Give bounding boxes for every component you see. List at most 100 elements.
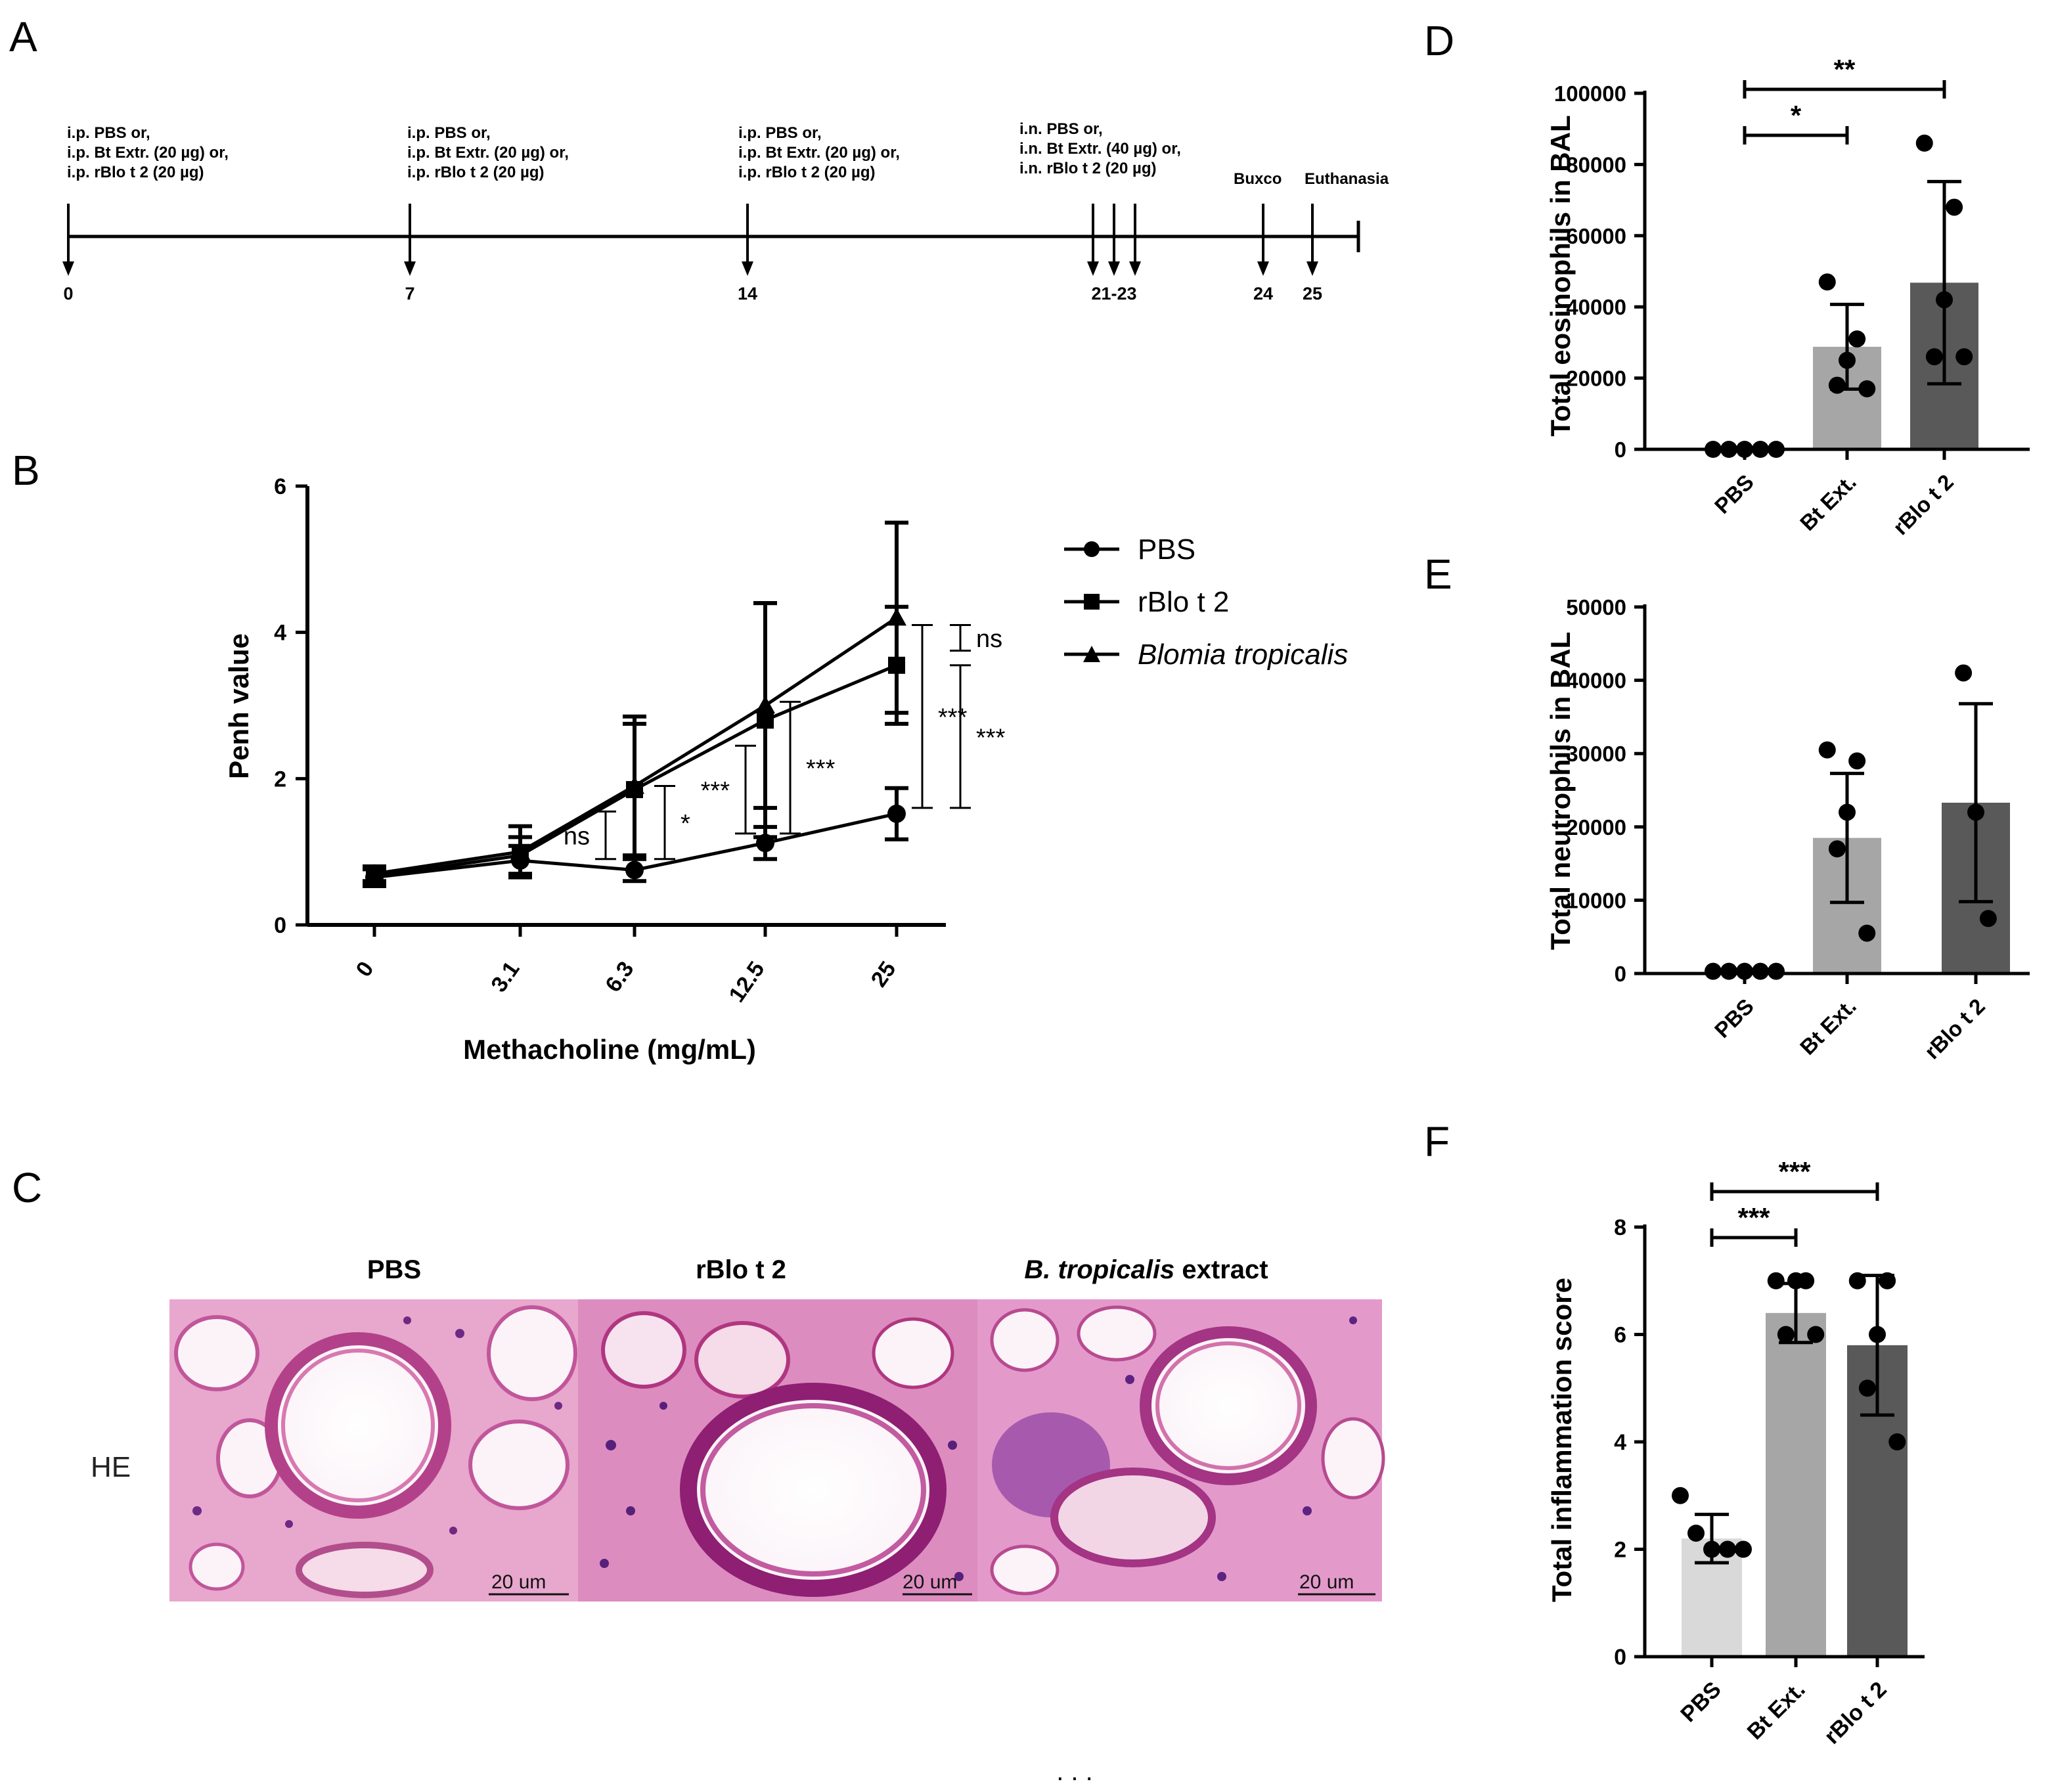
- histo-title-rblo: rBlo t 2: [696, 1255, 786, 1284]
- chart-e-point: [1979, 910, 1997, 928]
- chart-d-ylabel: Total eosinophils in BAL: [1545, 115, 1576, 436]
- chart-e-point: [1955, 664, 1973, 682]
- chart-d-point: [1955, 348, 1973, 366]
- timeline-day-0: 0: [63, 284, 73, 303]
- chart-b-series: [363, 520, 908, 888]
- chart-d-point: [1848, 330, 1866, 347]
- chart-d-point: [1828, 376, 1846, 394]
- stain-label: HE: [91, 1451, 131, 1483]
- chart-f-xtick-label: PBS: [1676, 1677, 1726, 1727]
- chart-b-point: [887, 804, 906, 823]
- timeline-arrow-head: [742, 261, 753, 276]
- panel-letter-f: F: [1424, 1118, 1450, 1165]
- histo-title-bt: B. tropicalis extract: [1024, 1255, 1268, 1284]
- chart-f-point: [1869, 1326, 1886, 1343]
- chart-d-point: [1858, 380, 1876, 397]
- chart-f-point: [1687, 1524, 1705, 1542]
- chart-e-ytick-label: 40000: [1566, 669, 1626, 693]
- timeline-event-7: i.p. PBS or, i.p. Bt Extr. (20 µg) or, i…: [407, 124, 573, 181]
- chart-b-significance: ns *******ns******: [564, 624, 1006, 861]
- chart-b-point: [887, 608, 906, 626]
- chart-b-ylabel: Penh value: [223, 633, 254, 779]
- chart-e-xtick-label: Bt Ext.: [1795, 994, 1861, 1060]
- chart-d-point: [1915, 134, 1933, 152]
- chart-d: Total eosinophils in BAL 0 20000 40000 6000…: [1545, 54, 2030, 539]
- legend-marker-rblo: [1084, 594, 1100, 610]
- chart-f-xtick-label: Bt Ext.: [1743, 1677, 1810, 1745]
- timeline-arrow-head: [1087, 261, 1099, 276]
- chart-b-point: [510, 841, 530, 860]
- timeline-day-7: 7: [405, 284, 414, 303]
- chart-d-ytick-label: 80000: [1566, 152, 1626, 177]
- histology: PBS rBlo t 2 B. tropicalis extract HE: [91, 1255, 1385, 1602]
- chart-b-xtick-label: 12.5: [724, 957, 769, 1007]
- chart-f-bar: [1766, 1312, 1826, 1657]
- chart-b-ytick-label: 0: [274, 913, 286, 938]
- scale-label-2: 20 um: [903, 1571, 957, 1593]
- timeline-arrow-head: [1306, 261, 1318, 276]
- timeline-day-24: 24: [1253, 284, 1273, 303]
- chart-e-ylabel: Total neutrophils in BAL: [1545, 632, 1576, 951]
- chart-d-point: [1925, 348, 1943, 366]
- chart-b-ytick-label: 6: [274, 474, 286, 499]
- chart-f-ylabel: Total inflammation score: [1546, 1278, 1577, 1602]
- chart-f-point: [1777, 1326, 1795, 1343]
- chart-b-sig-label: *: [681, 810, 690, 838]
- legend-label-pbs: PBS: [1138, 533, 1195, 566]
- timeline-arrow-head: [1108, 261, 1120, 276]
- chart-b-xtick-label: 0: [351, 957, 379, 981]
- chart-e-ytick-label: 50000: [1566, 595, 1626, 619]
- timeline-event-25: Euthanasia: [1305, 170, 1389, 188]
- chart-f-point: [1787, 1272, 1804, 1289]
- chart-e-ytick-label: 0: [1615, 962, 1626, 986]
- chart-b-ticks: 0 2 4 6 0 3.1 6.3 12.5 25: [274, 474, 901, 1007]
- chart-f-point: [1735, 1540, 1752, 1558]
- timeline-day-21-23: 21-23: [1091, 284, 1136, 303]
- chart-e-xtick-label: PBS: [1710, 994, 1758, 1042]
- timeline-arrow-head: [62, 261, 74, 276]
- chart-d-sig-label: **: [1834, 54, 1856, 85]
- chart-f-point: [1879, 1272, 1896, 1289]
- chart-d-point: [1839, 351, 1856, 369]
- chart-b-point: [365, 864, 384, 882]
- panel-letter-e: E: [1424, 550, 1452, 598]
- chart-b-xlabel: Methacholine (mg/mL): [463, 1034, 756, 1065]
- timeline-arrow-head: [404, 261, 416, 276]
- panel-letter-a: A: [9, 13, 37, 60]
- scale-label-3: 20 um: [1299, 1571, 1354, 1593]
- chart-b-point: [625, 776, 644, 794]
- chart-e-point: [1752, 962, 1769, 980]
- legend-label-rblo: rBlo t 2: [1138, 586, 1229, 618]
- chart-f-sig-label: ***: [1737, 1202, 1770, 1233]
- chart-b-sig-label: ns: [976, 625, 1002, 653]
- chart-b-point: [755, 696, 775, 713]
- chart-d-xtick-label: rBlo t 2: [1888, 470, 1958, 540]
- chart-d-ytick-label: 0: [1615, 437, 1626, 462]
- chart-d-point: [1768, 441, 1785, 458]
- chart-e-ytick-label: 20000: [1566, 815, 1626, 840]
- chart-f-sig-label: ***: [1778, 1156, 1811, 1187]
- chart-f-point: [1858, 1379, 1876, 1397]
- chart-e-point: [1768, 962, 1785, 980]
- chart-b-xtick-label: 3.1: [486, 957, 524, 997]
- chart-e: Total neutrophils in BAL 0 10000 20000 3000…: [1545, 595, 2030, 1064]
- timeline-arrows: [62, 204, 1318, 276]
- chart-d-ytick-label: 20000: [1566, 367, 1626, 391]
- chart-e-ytick-label: 30000: [1566, 742, 1626, 766]
- chart-f-point: [1672, 1487, 1689, 1504]
- chart-b-legend: PBS rBlo t 2 Blomia tropicalis: [1064, 533, 1348, 671]
- chart-f-ytick-label: 8: [1614, 1215, 1626, 1240]
- scale-label-1: 20 um: [491, 1571, 546, 1593]
- timeline-arrow-head: [1257, 261, 1269, 276]
- chart-f-ytick-label: 4: [1614, 1430, 1626, 1455]
- chart-e-point: [1736, 962, 1753, 980]
- chart-e-point: [1818, 741, 1836, 759]
- chart-d-point: [1818, 273, 1836, 291]
- chart-d-point: [1752, 441, 1769, 458]
- chart-b-ytick-label: 4: [274, 621, 286, 646]
- chart-d-point: [1936, 291, 1953, 309]
- chart-b-sig-label: ***: [938, 704, 968, 732]
- chart-b-xtick-label: 25: [866, 957, 901, 992]
